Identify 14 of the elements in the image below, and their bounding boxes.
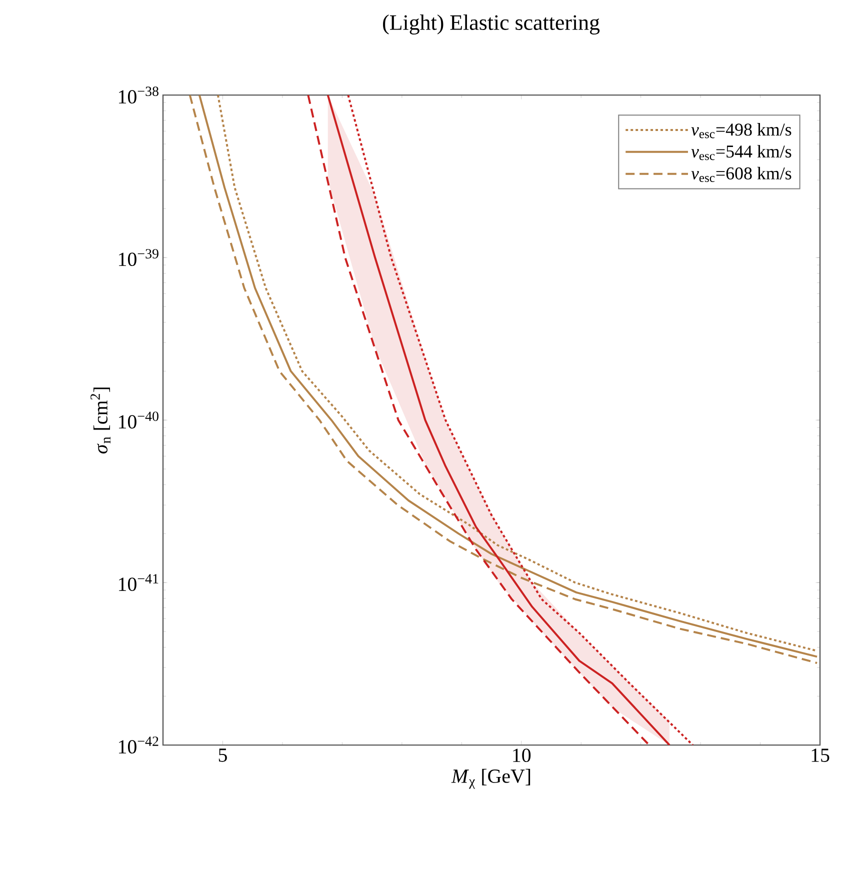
y-tick-label: 10$^{−39}$ xyxy=(118,249,158,266)
y-tick-label: 10$^{−41}$ xyxy=(118,574,158,592)
y-axis-title: σ$_{n}$ [cm$^{2}$] xyxy=(90,388,110,454)
legend-label: v$_{esc}$=498 km/s xyxy=(691,123,792,138)
y-tick-label: 10$^{−38}$ xyxy=(118,86,158,104)
legend-label: v$_{esc}$=608 km/s xyxy=(691,166,792,182)
chart-title: (Light) Elastic scattering xyxy=(383,14,600,34)
x-tick-label: 15 xyxy=(812,748,830,762)
x-tick-label: 5 xyxy=(218,748,227,762)
legend-label: v$_{esc}$=544 km/s xyxy=(691,144,792,160)
x-axis-title: M$_{χ}$ [GeV] xyxy=(451,768,530,789)
y-tick-label: 10$^{−42}$ xyxy=(118,736,158,754)
y-tick-label: 10$^{−40}$ xyxy=(118,412,158,429)
x-tick-label: 10 xyxy=(513,748,531,762)
